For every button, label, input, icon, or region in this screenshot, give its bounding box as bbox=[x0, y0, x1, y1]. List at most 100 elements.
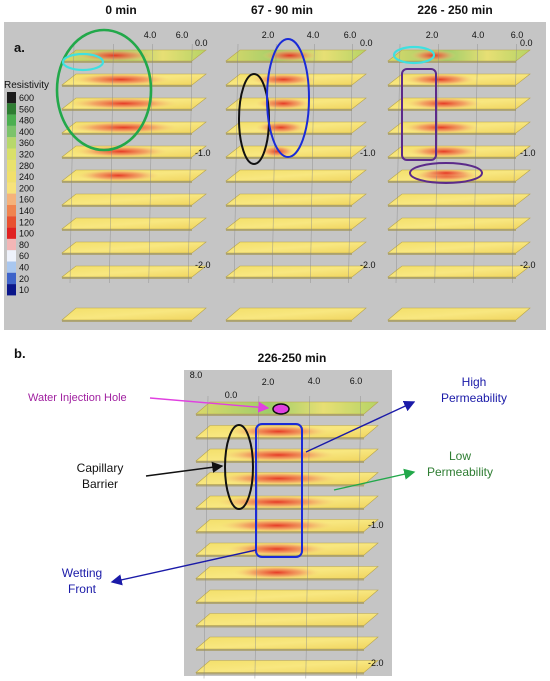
legend-swatch bbox=[7, 227, 16, 239]
slice-edge bbox=[62, 320, 192, 322]
x-axis-label: 0.0 bbox=[225, 390, 238, 400]
low-resistivity-zone bbox=[76, 169, 160, 182]
legend-swatch bbox=[7, 216, 16, 228]
slice-edge bbox=[388, 109, 516, 111]
legend-tick: 120 bbox=[19, 217, 34, 227]
low-resistivity-zone bbox=[420, 169, 472, 177]
legend-swatch bbox=[7, 193, 16, 205]
y-axis-label: -2.0 bbox=[360, 260, 376, 270]
panel-title-1: 67 - 90 min bbox=[251, 3, 313, 17]
low-resistivity-zone bbox=[75, 49, 154, 62]
capillary-barrier-label-1: Capillary bbox=[77, 461, 124, 475]
slice-edge bbox=[196, 625, 364, 628]
legend-tick: 100 bbox=[19, 229, 34, 239]
legend-tick: 600 bbox=[19, 93, 34, 103]
legend-tick: 60 bbox=[19, 251, 29, 261]
slice-edge bbox=[62, 277, 192, 279]
panel-title-2: 226 - 250 min bbox=[417, 3, 492, 17]
y-axis-label: -2.0 bbox=[195, 260, 211, 270]
slice-edge bbox=[62, 229, 192, 231]
low-resistivity-zone bbox=[405, 97, 483, 110]
slice-edge bbox=[196, 672, 364, 675]
slice-edge bbox=[226, 85, 352, 87]
legend-tick: 560 bbox=[19, 104, 34, 114]
low-resistivity-zone bbox=[69, 97, 179, 110]
slice-edge bbox=[226, 157, 352, 159]
low-resistivity-zone bbox=[216, 495, 338, 509]
blue-ellipse bbox=[266, 38, 310, 158]
slice-edge bbox=[62, 253, 192, 255]
x-axis-label: 6.0 bbox=[350, 376, 363, 386]
purple-ellipse bbox=[409, 162, 483, 184]
slice-edge bbox=[226, 109, 352, 111]
legend-swatch bbox=[7, 159, 16, 172]
legend-tick: 360 bbox=[19, 138, 34, 148]
slice-edge bbox=[226, 253, 352, 255]
resistivity-slice bbox=[387, 217, 531, 230]
x-axis-label: 4.0 bbox=[472, 30, 485, 40]
legend-swatch bbox=[7, 182, 16, 194]
water-injection-label: Water Injection Hole bbox=[28, 392, 127, 404]
low-resistivity-zone bbox=[402, 121, 480, 134]
low-permeability-label-2: Permeability bbox=[427, 465, 493, 479]
slice-edge bbox=[196, 531, 364, 534]
legend-swatch bbox=[7, 284, 16, 296]
y-axis-label: -1.0 bbox=[360, 148, 376, 158]
legend-swatch bbox=[7, 114, 16, 126]
x-axis-label: 4.0 bbox=[307, 30, 320, 40]
y-axis-label: -2.0 bbox=[368, 658, 384, 668]
slice-stack-2: 0.0 -1.0 -2.0 2.0 4.0 6.0 bbox=[387, 30, 536, 322]
resistivity-slice bbox=[61, 307, 207, 321]
resistivity-slice bbox=[387, 307, 531, 321]
slice-edge bbox=[226, 229, 352, 231]
resistivity-slice bbox=[61, 217, 207, 230]
resistivity-slice bbox=[195, 660, 379, 673]
x-axis-label: 6.0 bbox=[511, 30, 524, 40]
low-resistivity-zone bbox=[228, 424, 329, 439]
legend-swatch bbox=[7, 238, 16, 251]
water-injection-hole bbox=[272, 403, 290, 415]
purple-rectangle bbox=[401, 68, 437, 161]
legend-swatch bbox=[7, 103, 16, 115]
grid-line bbox=[69, 43, 75, 284]
resistivity-slice bbox=[225, 193, 367, 206]
grid-line bbox=[356, 395, 361, 679]
water-injection-arrow bbox=[149, 397, 270, 413]
legend-swatch bbox=[7, 250, 16, 262]
legend-tick: 40 bbox=[19, 263, 29, 273]
panel-b-label: b. bbox=[14, 346, 26, 361]
legend-tick: 320 bbox=[19, 150, 34, 160]
slice-edge bbox=[62, 157, 192, 159]
y-axis-label: 0.0 bbox=[520, 38, 533, 48]
legend-title: Resistivity bbox=[4, 80, 49, 91]
high-permeability-rectangle bbox=[255, 423, 303, 558]
legend-tick: 280 bbox=[19, 161, 34, 171]
low-resistivity-zone bbox=[255, 97, 312, 110]
slice-edge bbox=[388, 205, 516, 207]
low-permeability-label-1: Low bbox=[449, 449, 471, 463]
x-axis-label: 6.0 bbox=[344, 30, 357, 40]
slice-edge bbox=[62, 109, 192, 111]
y-axis-label: -2.0 bbox=[520, 260, 536, 270]
resistivity-slice bbox=[61, 241, 207, 254]
slice-edge bbox=[196, 649, 364, 651]
slice-edge bbox=[388, 253, 516, 255]
slice-edge bbox=[196, 578, 364, 581]
grid-line bbox=[310, 43, 315, 284]
resistivity-slice bbox=[61, 265, 207, 278]
slice-edge bbox=[388, 277, 516, 279]
resistivity-slice bbox=[387, 49, 531, 62]
y-axis-label: -1.0 bbox=[520, 148, 536, 158]
x-axis-label: 2.0 bbox=[426, 30, 439, 40]
legend-tick: 480 bbox=[19, 116, 34, 126]
slice-edge bbox=[62, 61, 192, 63]
resistivity-slice bbox=[195, 589, 379, 603]
slice-edge bbox=[226, 61, 352, 63]
legend-tick: 200 bbox=[19, 183, 34, 193]
legend-tick: 20 bbox=[19, 274, 29, 284]
resistivity-slice bbox=[195, 613, 379, 626]
legend-tick: 160 bbox=[19, 195, 34, 205]
slice-edge bbox=[62, 133, 192, 135]
wetting-front-label-2: Front bbox=[68, 582, 97, 596]
